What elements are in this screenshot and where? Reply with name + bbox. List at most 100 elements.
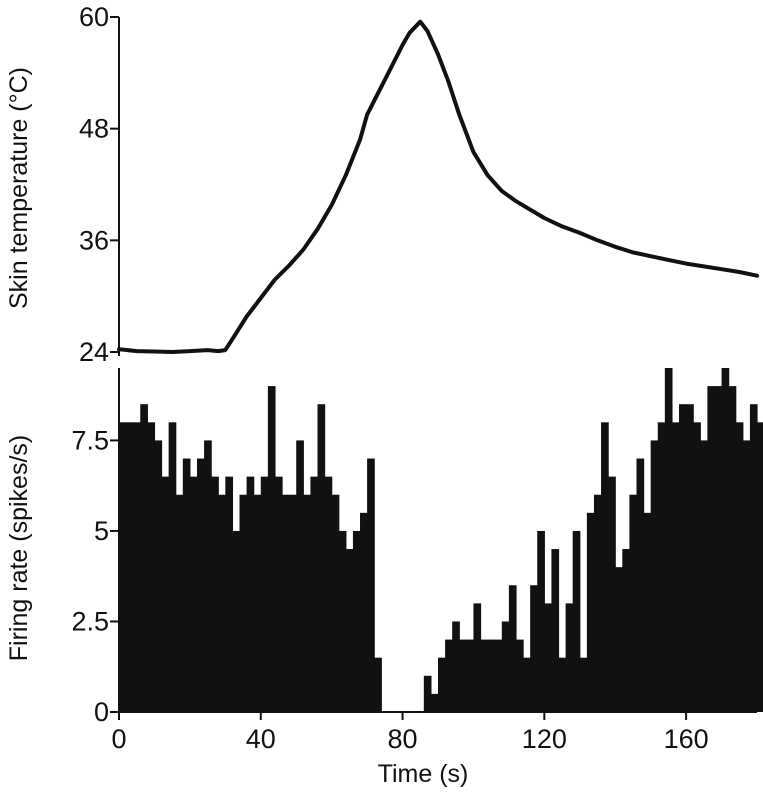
firing-rate-bar — [232, 530, 241, 712]
firing-rate-bar — [679, 404, 687, 712]
firing-rate-bar — [218, 494, 226, 712]
firing-rate-y-tick-label: 5 — [94, 516, 109, 546]
firing-rate-bar — [374, 657, 382, 712]
firing-rate-bar — [707, 386, 716, 712]
firing-rate-bar — [189, 476, 198, 712]
firing-rate-bar — [445, 639, 453, 712]
temperature-y-tick-label: 60 — [79, 2, 109, 32]
firing-rate-bar — [225, 476, 234, 712]
time-x-ticks — [118, 712, 688, 720]
firing-rate-bar — [352, 530, 361, 712]
time-x-tick-label: 0 — [111, 724, 126, 754]
firing-rate-bar — [515, 639, 524, 712]
firing-rate-bar — [182, 458, 191, 712]
firing-rate-bar — [452, 621, 460, 712]
firing-rate-bar — [664, 368, 673, 712]
firing-rate-bar — [601, 422, 609, 712]
firing-rate-bar — [487, 639, 496, 712]
firing-rate-bars — [119, 368, 763, 712]
temperature-panel: 24 36 48 60 Skin temperature (°C) — [5, 2, 759, 367]
firing-rate-bar — [700, 440, 708, 712]
time-x-tick-labels: 0 40 80 120 160 — [111, 724, 708, 754]
firing-rate-bar — [473, 603, 482, 712]
firing-rate-bar — [119, 422, 127, 712]
firing-rate-bar — [508, 585, 517, 712]
firing-rate-bar — [367, 458, 375, 712]
firing-rate-y-axis-title: Firing rate (spikes/s) — [5, 435, 33, 661]
temperature-y-tick-label: 48 — [79, 114, 109, 144]
firing-rate-bar — [749, 404, 758, 712]
firing-rate-bar — [289, 494, 297, 712]
firing-rate-bar — [147, 422, 156, 712]
firing-rate-bar — [338, 530, 347, 712]
firing-rate-bar — [204, 440, 212, 712]
firing-rate-bar — [430, 693, 439, 712]
firing-rate-bar — [572, 530, 581, 712]
firing-rate-bar — [154, 440, 163, 712]
firing-rate-bar — [260, 476, 269, 712]
firing-rate-bar — [324, 476, 333, 712]
firing-rate-bar — [693, 422, 701, 712]
firing-rate-bar — [565, 603, 574, 712]
time-x-tick-label: 40 — [246, 724, 276, 754]
firing-rate-bar — [274, 476, 283, 712]
temperature-trace — [117, 19, 759, 354]
firing-rate-bar — [586, 512, 595, 712]
firing-rate-bar — [161, 476, 170, 712]
firing-rate-bar — [211, 476, 219, 712]
firing-rate-bar — [579, 657, 588, 712]
firing-rate-bar — [423, 675, 432, 712]
firing-rate-bar — [735, 422, 744, 712]
firing-rate-bar — [239, 494, 248, 712]
firing-rate-bar — [466, 639, 475, 712]
firing-rate-bar — [126, 422, 134, 712]
firing-rate-bar — [267, 386, 276, 712]
firing-rate-bar — [615, 567, 623, 712]
temperature-y-axis-title: Skin temperature (°C) — [5, 67, 33, 309]
firing-rate-bar — [629, 494, 638, 712]
temperature-y-tick-labels: 24 36 48 60 — [79, 2, 109, 367]
firing-rate-bar — [360, 512, 368, 712]
firing-rate-bar — [133, 422, 141, 712]
firing-rate-y-tick-label: 0 — [94, 697, 109, 727]
time-x-tick-label: 80 — [388, 724, 418, 754]
firing-rate-bar — [246, 476, 255, 712]
temperature-y-ticks — [110, 16, 119, 353]
firing-rate-bar — [282, 494, 290, 712]
firing-rate-bar — [757, 422, 763, 712]
firing-rate-bar — [728, 386, 737, 712]
time-x-tick-label: 160 — [664, 724, 709, 754]
firing-rate-bar — [523, 657, 531, 712]
firing-rate-bar — [537, 530, 545, 712]
firing-rate-bar — [650, 440, 659, 712]
firing-rate-bar — [551, 549, 560, 712]
firing-rate-bar — [643, 512, 652, 712]
firing-rate-bar — [168, 422, 177, 712]
firing-rate-bar — [438, 657, 446, 712]
firing-rate-bar — [544, 603, 553, 712]
firing-rate-bar — [253, 494, 262, 712]
firing-rate-bar — [140, 404, 148, 712]
firing-rate-bar — [657, 422, 666, 712]
time-x-tick-label: 120 — [522, 724, 567, 754]
firing-rate-bar — [608, 476, 616, 712]
firing-rate-bar — [501, 621, 510, 712]
firing-rate-y-tick-label: 2.5 — [71, 606, 109, 636]
firing-rate-bar — [530, 585, 538, 712]
firing-rate-bar — [317, 404, 326, 712]
firing-rate-bar — [593, 494, 602, 712]
firing-rate-bar — [175, 494, 184, 712]
firing-rate-bar — [558, 657, 567, 712]
firing-rate-bar — [310, 476, 319, 712]
temperature-y-tick-label: 36 — [79, 225, 109, 255]
firing-rate-bar — [303, 494, 311, 712]
firing-rate-bar — [296, 440, 304, 712]
firing-rate-bar — [196, 458, 205, 712]
firing-rate-bar — [636, 458, 645, 712]
temperature-y-tick-label: 24 — [79, 337, 109, 367]
firing-rate-bar — [671, 422, 680, 712]
firing-rate-bar — [742, 440, 751, 712]
firing-rate-bar — [686, 404, 694, 712]
firing-rate-bar — [622, 549, 630, 712]
firing-rate-y-tick-labels: 0 2.5 5 7.5 — [71, 425, 109, 727]
